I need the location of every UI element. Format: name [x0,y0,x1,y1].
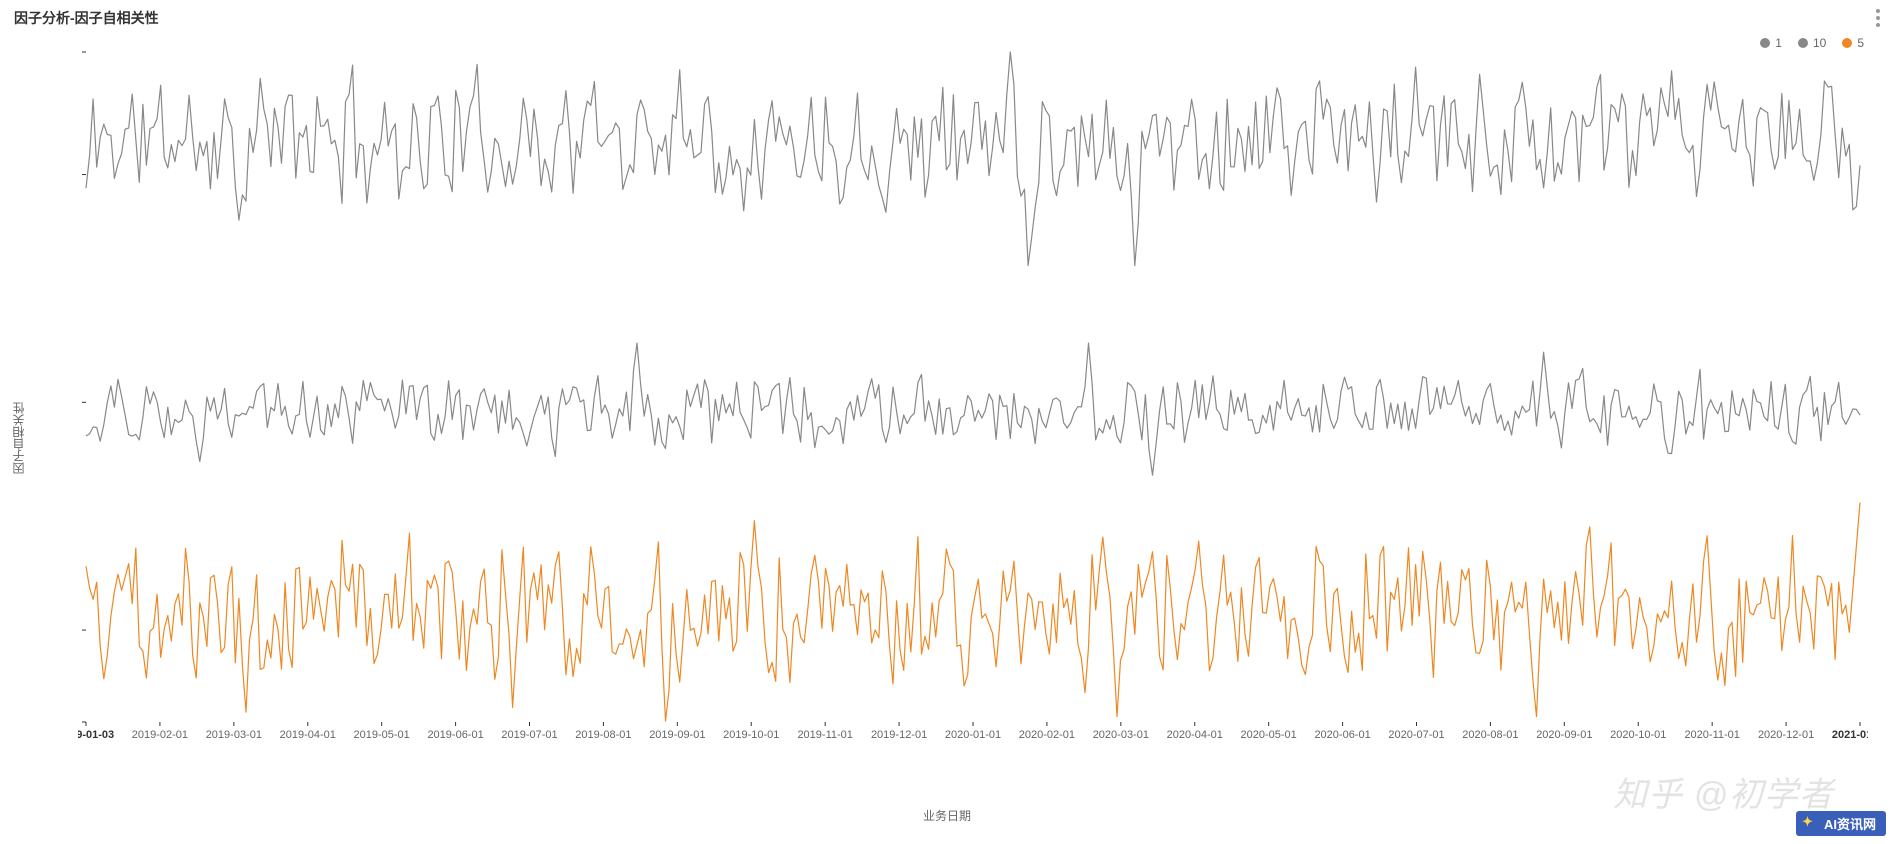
svg-text:2020-11-01: 2020-11-01 [1684,729,1739,741]
svg-text:2020-09-01: 2020-09-01 [1536,729,1592,741]
svg-text:2019-04-01: 2019-04-01 [280,729,336,741]
svg-text:2021-01-20: 2021-01-20 [1832,729,1868,741]
series-1 [86,52,1860,266]
svg-text:2020-08-01: 2020-08-01 [1462,729,1518,741]
svg-text:2019-09-01: 2019-09-01 [649,729,705,741]
svg-text:2020-02-01: 2020-02-01 [1019,729,1075,741]
svg-text:2020-01-01: 2020-01-01 [945,729,1001,741]
more-options-icon[interactable] [1876,6,1880,30]
svg-text:2019-12-01: 2019-12-01 [871,729,927,741]
chart-container: 因子分析-因子自相关性 1105 因子自相关性 0.7690.50-0.5-0.… [0,0,1894,844]
chart-title: 因子分析-因子自相关性 [14,8,159,28]
svg-text:2019-08-01: 2019-08-01 [575,729,631,741]
legend-dot-icon [1842,38,1852,48]
source-badge: AI资讯网 [1796,811,1886,836]
x-axis-label: 业务日期 [923,807,971,824]
svg-text:2020-05-01: 2020-05-01 [1241,729,1297,741]
svg-text:2020-06-01: 2020-06-01 [1314,729,1370,741]
series-10 [86,343,1860,475]
legend-dot-icon [1760,38,1770,48]
legend-dot-icon [1798,38,1808,48]
svg-text:2020-04-01: 2020-04-01 [1167,729,1223,741]
svg-text:2019-07-01: 2019-07-01 [501,729,557,741]
svg-text:2020-03-01: 2020-03-01 [1093,729,1149,741]
svg-text:2019-05-01: 2019-05-01 [354,729,410,741]
svg-text:2019-06-01: 2019-06-01 [427,729,483,741]
series-5 [86,503,1860,722]
svg-text:2019-10-01: 2019-10-01 [723,729,779,741]
chart-area: 因子自相关性 0.7690.50-0.5-0.70182019-01-03201… [0,48,1894,828]
svg-text:2020-07-01: 2020-07-01 [1388,729,1444,741]
chart-svg: 0.7690.50-0.5-0.70182019-01-032019-02-01… [78,48,1868,768]
svg-text:2020-12-01: 2020-12-01 [1758,729,1814,741]
svg-text:2019-03-01: 2019-03-01 [206,729,262,741]
svg-text:2019-02-01: 2019-02-01 [132,729,188,741]
y-axis-label: 因子自相关性 [10,402,27,474]
svg-text:2019-01-03: 2019-01-03 [78,729,114,741]
svg-text:2019-11-01: 2019-11-01 [797,729,852,741]
svg-text:2020-10-01: 2020-10-01 [1610,729,1666,741]
